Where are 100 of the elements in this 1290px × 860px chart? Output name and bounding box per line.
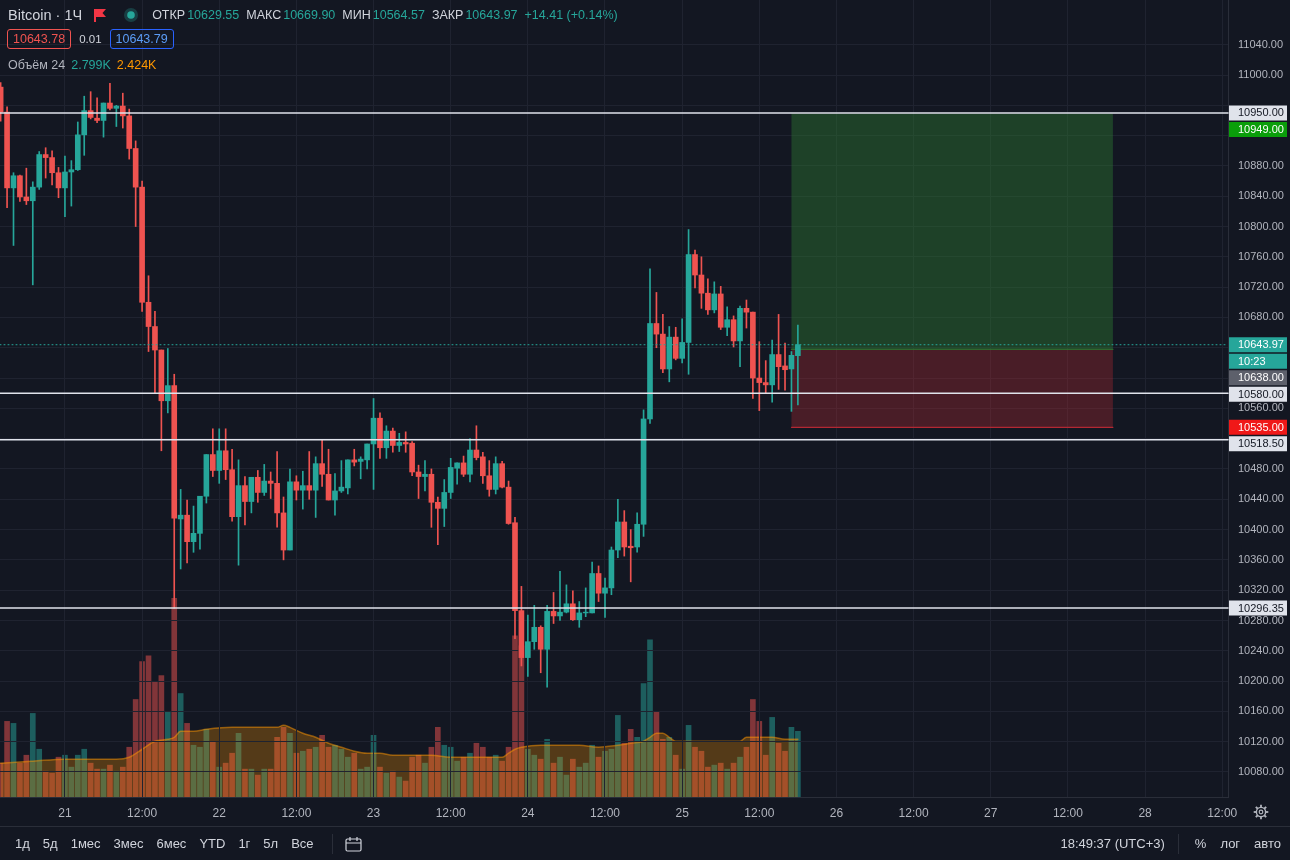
candlestick <box>94 97 100 124</box>
x-tick-label: 12:00 <box>1207 805 1238 820</box>
x-tick-label: 12:00 <box>744 805 775 820</box>
ref-line-label: 10643.97 <box>1238 338 1284 351</box>
annotation: 2.424K <box>116 58 157 72</box>
text: 1г <box>238 836 251 851</box>
bar <box>711 764 718 797</box>
text: 6мес <box>156 836 187 851</box>
ref-line-label: 10580.00 <box>1238 387 1284 400</box>
bar <box>390 770 396 797</box>
annotation: Объём 24 <box>8 58 66 72</box>
x-tick-label: 24 <box>521 805 535 820</box>
bar <box>242 768 248 797</box>
bar <box>544 738 550 797</box>
annotation: МИН <box>342 7 371 22</box>
bar <box>537 758 544 797</box>
annotation: 10564.57 <box>372 7 425 22</box>
bar <box>4 721 10 797</box>
annotation: ЗАКР <box>431 7 464 22</box>
text: 1д <box>15 836 30 851</box>
candlestick <box>332 473 338 516</box>
y-tick-label: 10760.00 <box>1238 249 1284 262</box>
x-tick-label: 28 <box>1138 805 1153 820</box>
text: 1мес <box>70 836 101 851</box>
y-tick-label: 10720.00 <box>1238 280 1284 293</box>
chart-title: Bitcoin · 1Ч <box>8 6 83 23</box>
text: 10:23 <box>1238 354 1266 367</box>
y-tick-label: 10840.00 <box>1238 189 1284 202</box>
y-tick-label: 10880.00 <box>1238 158 1284 171</box>
x-tick-label: 26 <box>829 805 844 820</box>
annotation: 10643.79 <box>109 29 174 49</box>
bar <box>254 774 261 797</box>
y-tick-label: 10400.00 <box>1238 522 1284 535</box>
annotation: МАКС <box>246 7 282 22</box>
x-tick-label: 27 <box>984 805 998 820</box>
bar <box>164 711 171 797</box>
y-tick-label: 10120.00 <box>1238 734 1284 747</box>
y-tick-label: 10680.00 <box>1238 310 1284 323</box>
y-tick-label: 10480.00 <box>1238 461 1284 474</box>
text: 18:49:37 (UTC+3) <box>1060 836 1165 851</box>
bar <box>107 764 113 797</box>
x-tick-label: 12:00 <box>281 805 312 820</box>
bar <box>570 758 576 797</box>
bar <box>312 746 319 797</box>
x-tick-label: 12:00 <box>589 805 621 820</box>
y-tick-label: 10800.00 <box>1238 219 1284 232</box>
bar <box>724 768 730 797</box>
bar <box>299 750 306 797</box>
bar <box>672 754 679 797</box>
bar <box>209 740 216 797</box>
bar <box>467 752 473 797</box>
x-tick-label: 12:00 <box>127 805 158 820</box>
x-tick-label: 21 <box>58 805 72 820</box>
y-tick-label: 10240.00 <box>1238 643 1284 656</box>
text: 10535.00 <box>1238 420 1284 433</box>
annotation: 10669.90 <box>283 7 336 22</box>
y-tick-label: 10280.00 <box>1238 613 1284 626</box>
annotation: 10643.78 <box>7 29 72 49</box>
annotation: 10643.97 <box>465 7 518 22</box>
text: 3мес <box>113 836 144 851</box>
candlestick <box>299 470 306 510</box>
candlestick <box>107 83 113 111</box>
bar <box>396 776 403 797</box>
text: % <box>1194 836 1207 851</box>
x-tick-label: 25 <box>675 805 690 820</box>
bar <box>261 768 268 797</box>
text: YTD <box>199 836 226 851</box>
y-tick-label: 10560.00 <box>1238 401 1284 414</box>
annotation: 0.01 <box>79 33 102 45</box>
candlestick <box>602 577 608 618</box>
bar <box>184 723 190 797</box>
y-tick-label: 11040.00 <box>1238 37 1284 50</box>
annotation: 10629.55 <box>187 7 240 22</box>
bar <box>287 732 293 797</box>
bar <box>492 754 499 797</box>
bar <box>666 736 673 797</box>
x-tick-label: 22 <box>212 805 227 820</box>
y-tick-label: 10360.00 <box>1238 552 1284 565</box>
x-tick-label: 12:00 <box>1052 805 1084 820</box>
ref-line-label: 10296.35 <box>1238 601 1284 614</box>
text: 10949.00 <box>1238 122 1284 135</box>
x-tick-label: 12:00 <box>898 805 929 820</box>
candlestick <box>29 181 36 286</box>
y-tick-label: 10080.00 <box>1238 765 1284 778</box>
y-tick-label: 10320.00 <box>1238 583 1284 596</box>
bar <box>351 752 358 797</box>
bar <box>306 748 313 797</box>
bar <box>737 756 743 797</box>
text: 5д <box>42 836 58 851</box>
y-tick-label: 10200.00 <box>1238 674 1284 687</box>
annotation: ОТКР <box>152 7 186 22</box>
x-tick-label: 23 <box>366 805 381 820</box>
bar <box>377 766 383 797</box>
text: авто <box>1254 836 1281 851</box>
annotation: +14.41 (+0.14%) <box>524 7 618 22</box>
candlestick <box>164 348 171 414</box>
text: лог <box>1220 836 1241 851</box>
bar <box>769 717 775 797</box>
text: 10638.00 <box>1238 371 1284 384</box>
y-tick-label: 11000.00 <box>1238 68 1284 81</box>
